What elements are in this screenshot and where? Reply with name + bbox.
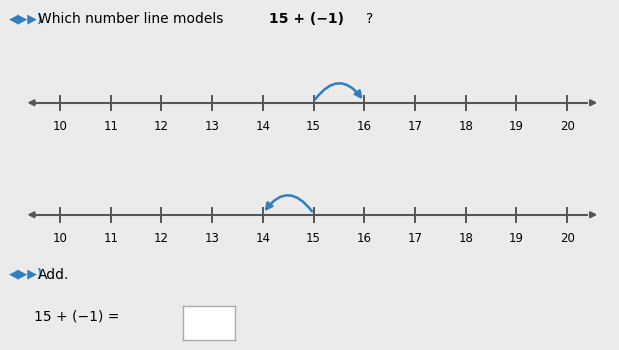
Text: 13: 13 <box>205 232 220 245</box>
Text: ◀▶▶): ◀▶▶) <box>9 12 44 25</box>
Text: 10: 10 <box>53 232 67 245</box>
Text: 14: 14 <box>256 232 271 245</box>
Text: 19: 19 <box>509 120 524 133</box>
Text: 17: 17 <box>407 120 423 133</box>
Text: Add.: Add. <box>38 268 70 282</box>
Text: ?: ? <box>366 12 374 26</box>
Text: 15 + (−1) =: 15 + (−1) = <box>34 310 124 324</box>
Text: 16: 16 <box>357 120 372 133</box>
Text: 15 + (−1): 15 + (−1) <box>269 12 344 26</box>
Text: ◀▶▶): ◀▶▶) <box>9 268 44 281</box>
Text: 17: 17 <box>407 232 423 245</box>
Text: 11: 11 <box>103 232 118 245</box>
Text: 18: 18 <box>458 120 473 133</box>
Text: 15: 15 <box>306 232 321 245</box>
Text: 20: 20 <box>560 232 574 245</box>
Text: 18: 18 <box>458 232 473 245</box>
Text: 11: 11 <box>103 120 118 133</box>
Text: Which number line models: Which number line models <box>38 12 228 26</box>
Text: 13: 13 <box>205 120 220 133</box>
Text: 16: 16 <box>357 232 372 245</box>
Text: 12: 12 <box>154 120 169 133</box>
Text: 19: 19 <box>509 232 524 245</box>
Text: 20: 20 <box>560 120 574 133</box>
Text: 10: 10 <box>53 120 67 133</box>
Text: 12: 12 <box>154 232 169 245</box>
Text: 15: 15 <box>306 120 321 133</box>
Text: 14: 14 <box>256 120 271 133</box>
